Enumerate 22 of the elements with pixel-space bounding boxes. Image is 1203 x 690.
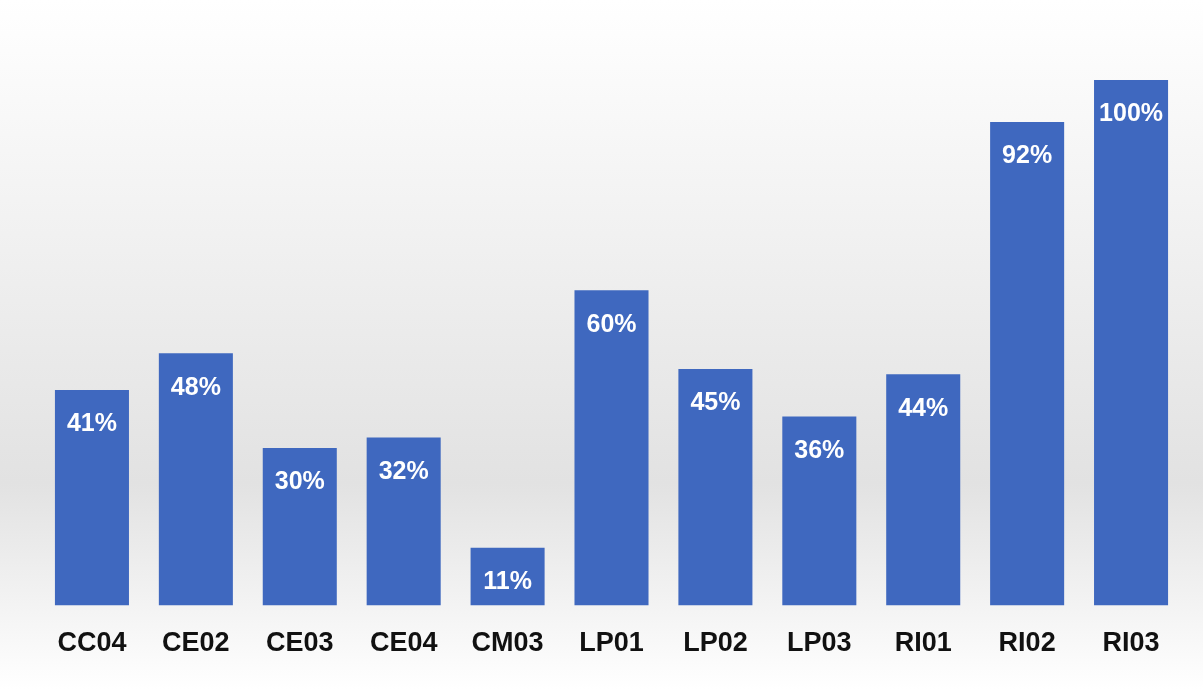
data-label: 30% <box>274 466 325 495</box>
data-label: 92% <box>1002 140 1053 169</box>
x-tick-label: LP03 <box>787 627 852 658</box>
data-label: 11% <box>483 566 532 595</box>
data-label: 41% <box>66 408 117 437</box>
data-label: 36% <box>794 434 845 463</box>
x-tick-label: RI03 <box>1102 627 1160 658</box>
data-label: 32% <box>378 455 429 484</box>
x-tick-label: LP01 <box>579 627 644 658</box>
x-tick-label: CM03 <box>471 627 544 658</box>
x-tick-label: CE03 <box>266 627 334 658</box>
x-tick-label: RI02 <box>998 627 1056 658</box>
data-label: 45% <box>690 387 741 416</box>
data-label: 44% <box>898 392 949 421</box>
x-tick-label: RI01 <box>894 627 952 658</box>
x-tick-label: LP02 <box>683 627 748 658</box>
data-label: 48% <box>170 371 221 400</box>
x-tick-label: CE04 <box>369 627 438 658</box>
x-tick-label: CE02 <box>162 627 230 658</box>
data-label: 60% <box>586 308 637 337</box>
data-label: 100% <box>1099 98 1164 127</box>
x-tick-label: CC04 <box>57 627 127 658</box>
